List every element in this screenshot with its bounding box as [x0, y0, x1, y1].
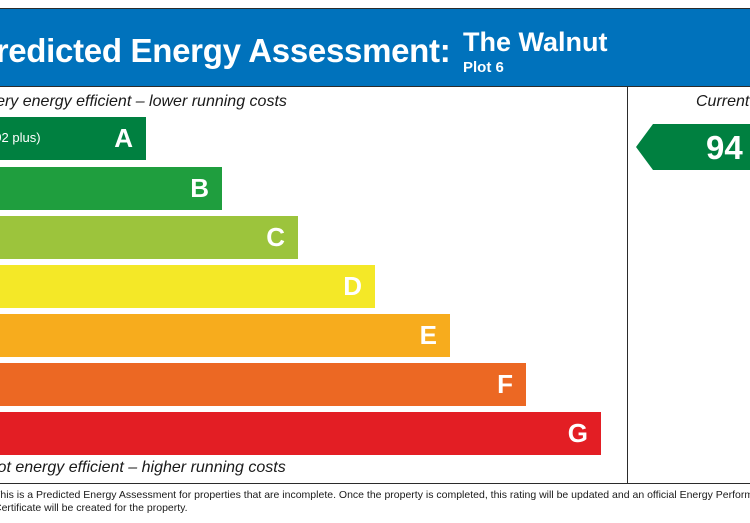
- current-rating-label: Current: [696, 93, 750, 110]
- band-e-letter: E: [419, 320, 437, 350]
- footer-note-line-2: Certificate will be created for the prop…: [0, 502, 188, 514]
- band-a-range: (92 plus): [0, 130, 41, 145]
- top-caption: Very energy efficient – lower running co…: [0, 93, 287, 110]
- band-b: B: [0, 167, 222, 210]
- column-divider: [627, 87, 628, 484]
- footer-note-line-1: This is a Predicted Energy Assessment fo…: [0, 489, 750, 501]
- band-e: E: [0, 314, 450, 357]
- header-banner: Predicted Energy Assessment: The Walnut …: [0, 8, 750, 87]
- band-b-letter: B: [190, 173, 209, 203]
- band-c: C: [0, 216, 298, 259]
- rating-chart-area: [0, 87, 750, 484]
- band-a: (92 plus) A: [0, 117, 146, 160]
- band-d-letter: D: [343, 271, 362, 301]
- band-g-letter: G: [567, 418, 588, 448]
- current-rating-value: 94: [706, 129, 743, 166]
- current-rating-arrow: [636, 124, 750, 170]
- band-d: D: [0, 265, 375, 308]
- plot-number: Plot 6: [463, 59, 504, 76]
- band-g: G: [0, 412, 601, 455]
- bottom-caption: Not energy efficient – higher running co…: [0, 459, 286, 476]
- plot-name: The Walnut: [463, 27, 608, 57]
- band-c-letter: C: [266, 222, 285, 252]
- band-f: F: [0, 363, 526, 406]
- band-a-letter: A: [114, 123, 133, 153]
- page-title: Predicted Energy Assessment:: [0, 32, 451, 69]
- band-f-letter: F: [497, 369, 513, 399]
